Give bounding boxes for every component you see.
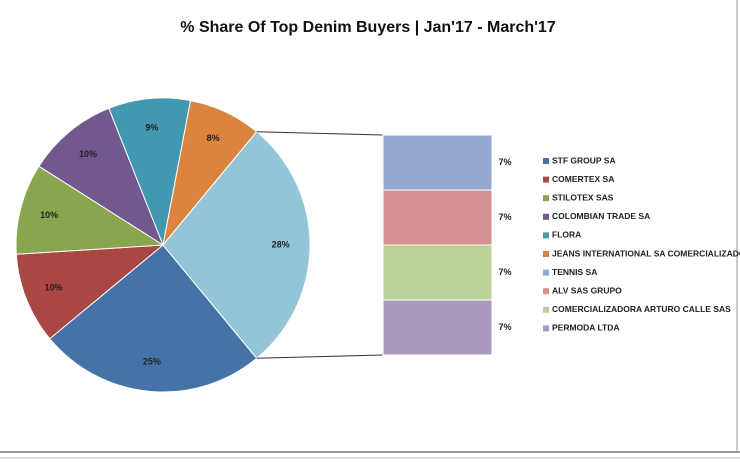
bar-segment <box>382 299 493 356</box>
legend-swatch <box>543 325 549 332</box>
pie-label: 8% <box>207 133 220 143</box>
legend-label: STILOTEX SAS <box>552 192 614 202</box>
connector <box>256 354 384 359</box>
pie-label: 10% <box>79 149 97 159</box>
legend-swatch <box>543 288 549 295</box>
legend-swatch <box>543 251 549 257</box>
legend-swatch <box>543 158 549 164</box>
bar-segment <box>382 134 493 191</box>
pie-label: 10% <box>45 283 63 293</box>
legend-label: PERMODA LTDA <box>552 323 620 333</box>
legend-label: COMERTEX SA <box>552 174 614 184</box>
bar-label: 7% <box>498 322 511 332</box>
legend-label: COMERCIALIZADORA ARTURO CALLE SAS <box>552 304 731 314</box>
connector <box>256 131 384 136</box>
pie-slice <box>15 244 165 340</box>
legend-swatch <box>543 195 549 202</box>
legend-swatch <box>543 269 549 276</box>
legend-swatch <box>543 176 549 183</box>
legend-label: COLOMBIAN TRADE SA <box>552 211 650 221</box>
pie-slice <box>38 107 165 247</box>
bar-segment <box>382 189 493 246</box>
pie-slice <box>15 165 165 255</box>
legend-label: STF GROUP SA <box>552 155 616 165</box>
bar-label: 7% <box>498 212 511 222</box>
bar-label: 7% <box>498 157 511 167</box>
pie-label: 25% <box>143 356 161 366</box>
bar-segment <box>382 244 493 301</box>
pie-label: 28% <box>272 239 290 249</box>
pie-label: 10% <box>40 210 58 220</box>
pie-slice <box>162 131 311 359</box>
legend-swatch <box>543 232 549 239</box>
legend-label: JEANS INTERNATIONAL SA COMERCIALIZADO <box>552 248 740 258</box>
bar-label: 7% <box>498 267 511 277</box>
legend-swatch <box>543 213 549 220</box>
pie-slice <box>49 244 258 393</box>
pie-slice <box>108 97 192 247</box>
legend-swatch <box>543 306 549 313</box>
pie-label: 9% <box>145 122 158 132</box>
legend-label: TENNIS SA <box>552 267 597 277</box>
legend-label: ALV SAS GRUPO <box>552 285 622 295</box>
chart-title: % Share Of Top Denim Buyers | Jan'17 - M… <box>180 19 556 36</box>
legend-label: FLORA <box>552 230 581 240</box>
